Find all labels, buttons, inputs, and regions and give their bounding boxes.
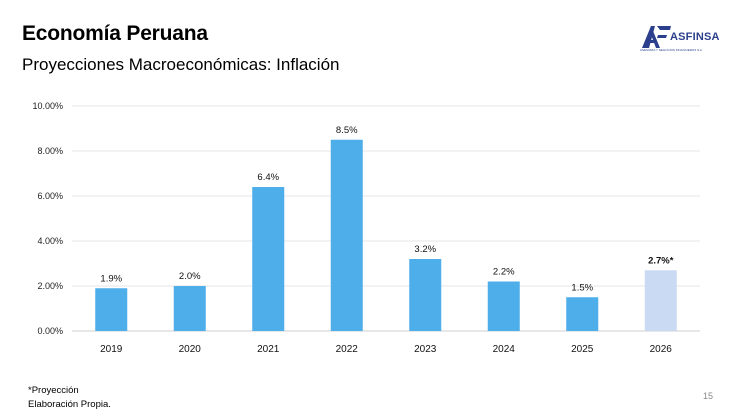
bar-2025 — [566, 297, 599, 331]
data-labels: 1.9% 2.0% 6.4% 8.5% 3.2% 2.2% 1.5% 2.7%* — [100, 125, 673, 294]
category-label-2019: 2019 — [100, 344, 123, 355]
data-label-2023: 3.2% — [414, 244, 436, 255]
y-tick-label: 10.00% — [32, 101, 63, 111]
bar-2023 — [409, 259, 442, 331]
y-axis-ticks: 0.00% 2.00% 4.00% 6.00% 8.00% 10.00% — [32, 101, 63, 336]
bar-2026 — [644, 270, 677, 331]
page-subtitle: Proyecciones Macroeconómicas: Inflación — [22, 55, 340, 74]
data-label-2020: 2.0% — [179, 271, 201, 282]
category-label-2020: 2020 — [179, 344, 202, 355]
category-label-2022: 2022 — [336, 344, 359, 355]
footnote-source: Elaboración Propia. — [28, 399, 111, 410]
asfinsa-logo: ASFINSA ASESORIA Y NEGOCIOS FINANCIEROS … — [640, 24, 720, 54]
category-label-2025: 2025 — [571, 344, 594, 355]
data-label-2022: 8.5% — [336, 125, 358, 136]
bar-2019 — [95, 288, 128, 331]
bars — [95, 139, 677, 331]
grid-lines — [72, 105, 700, 332]
logo-tagline: ASESORIA Y NEGOCIOS FINANCIEROS S.A. — [640, 48, 703, 52]
footnote: *Proyección Elaboración Propia. — [28, 384, 111, 412]
footnote-projection: *Proyección — [28, 385, 79, 396]
data-label-2019: 1.9% — [100, 273, 122, 284]
page-title: Economía Peruana — [22, 22, 208, 45]
logo-name: ASFINSA — [670, 31, 720, 43]
data-label-2024: 2.2% — [493, 267, 515, 278]
category-label-2026: 2026 — [650, 344, 673, 355]
y-tick-label: 0.00% — [37, 326, 63, 336]
y-tick-label: 8.00% — [37, 146, 63, 156]
bar-2022 — [330, 139, 363, 331]
y-tick-label: 6.00% — [37, 191, 63, 201]
data-label-2025: 1.5% — [571, 282, 593, 293]
category-label-2024: 2024 — [493, 344, 516, 355]
page-number: 15 — [703, 391, 714, 401]
data-label-2026: 2.7%* — [648, 255, 674, 266]
y-tick-label: 2.00% — [37, 281, 63, 291]
x-axis-categories: 2019 2020 2021 2022 2023 2024 2025 2026 — [100, 344, 672, 355]
bar-2024 — [487, 281, 520, 331]
data-label-2021: 6.4% — [257, 172, 279, 183]
bar-2021 — [252, 187, 285, 331]
asfinsa-logo-icon — [642, 26, 671, 48]
y-tick-label: 4.00% — [37, 236, 63, 246]
category-label-2023: 2023 — [414, 344, 437, 355]
category-label-2021: 2021 — [257, 344, 280, 355]
bar-2020 — [173, 286, 206, 331]
